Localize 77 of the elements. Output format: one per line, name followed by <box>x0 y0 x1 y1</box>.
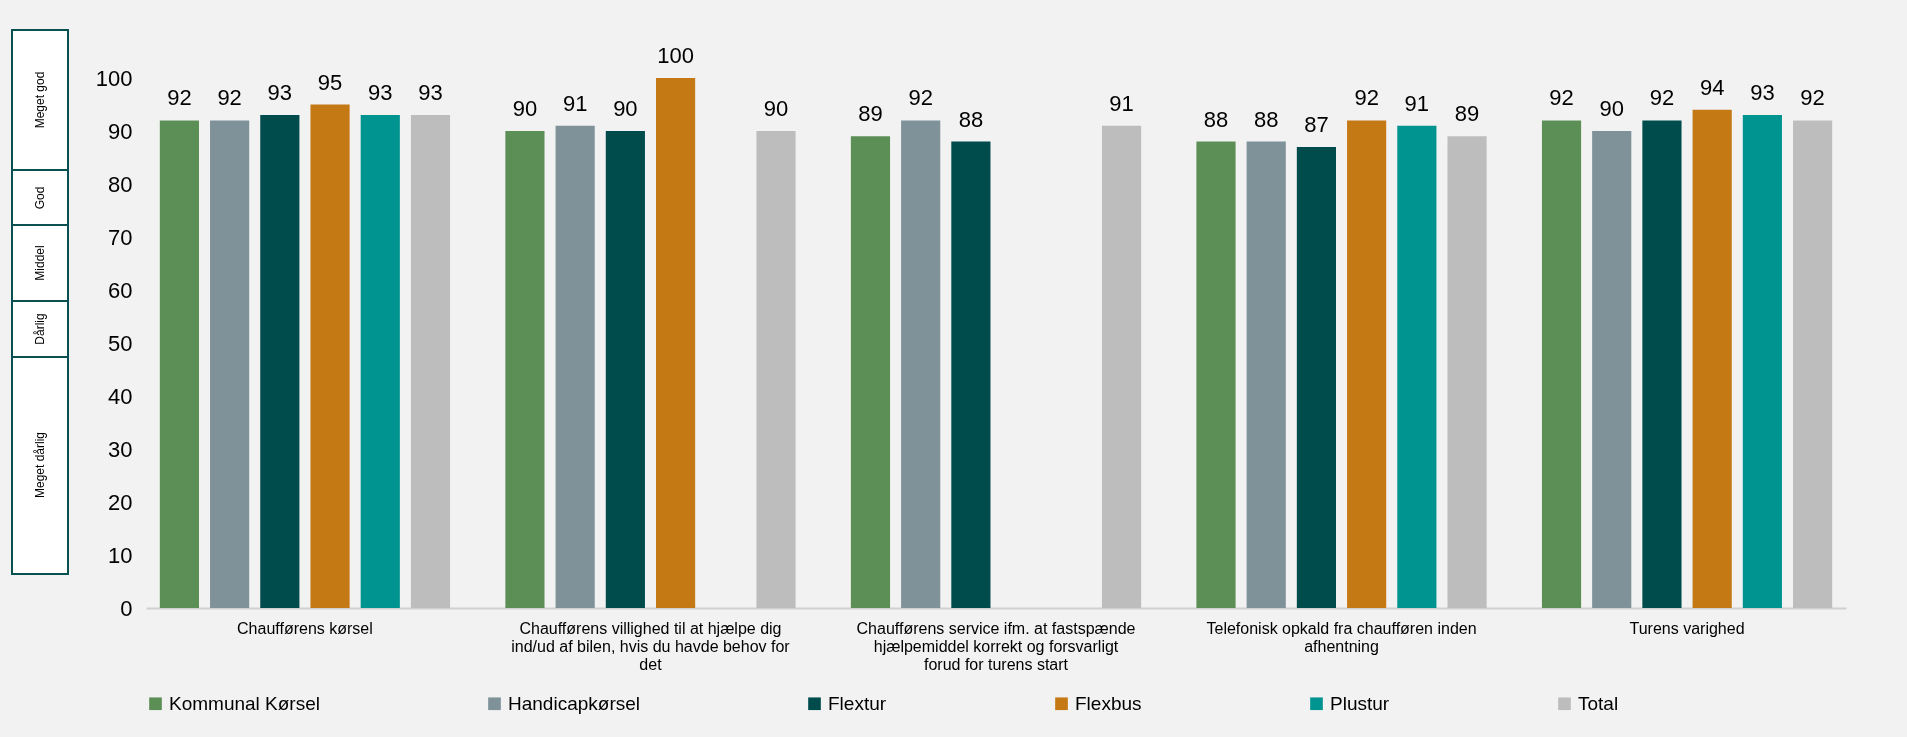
data-label: 88 <box>1253 106 1279 132</box>
data-label: 93 <box>267 80 293 106</box>
bar <box>1246 141 1286 608</box>
x-tick-label: Chaufførens villighed til at hjælpe dig ind/ud af bilen, hvis du havde behov for det <box>511 619 791 673</box>
bar <box>1592 131 1632 608</box>
legend-label: Plustur <box>1330 692 1390 714</box>
data-label: 91 <box>562 90 588 116</box>
data-label: 92 <box>167 85 192 111</box>
bar <box>1692 109 1732 608</box>
data-label: 91 <box>1404 90 1430 116</box>
data-label: 88 <box>958 106 984 132</box>
bar <box>410 115 451 608</box>
x-tick-label: Turens varighed <box>1629 619 1745 637</box>
y-tick-label: 10 <box>108 542 133 568</box>
bar <box>1793 120 1833 608</box>
data-label: 88 <box>1203 106 1229 132</box>
data-label: 89 <box>858 101 883 127</box>
bar <box>1642 120 1682 608</box>
bar <box>656 78 696 608</box>
data-label: 94 <box>1699 74 1725 100</box>
x-tick-label: Chaufførens kørsel <box>237 619 373 637</box>
y-tick-label: 50 <box>108 330 133 356</box>
bar <box>1101 125 1142 608</box>
data-label: 91 <box>1109 90 1134 116</box>
y-tick-label: 70 <box>108 224 133 250</box>
bar <box>951 141 991 608</box>
legend-label: Total <box>1578 692 1619 714</box>
bar <box>756 131 796 608</box>
bar <box>1742 115 1782 608</box>
bar <box>1397 125 1437 608</box>
bar <box>360 115 400 608</box>
data-label: 92 <box>1549 85 1574 111</box>
data-label: 90 <box>512 96 538 121</box>
y-tick-label: 80 <box>108 171 133 197</box>
bar <box>555 125 595 608</box>
y-tick-label: 20 <box>108 489 133 515</box>
data-label: 100 <box>657 43 694 68</box>
legend-label: Flextur <box>828 692 887 714</box>
bar <box>1296 146 1336 608</box>
bar <box>605 131 645 608</box>
y-tick-label: 40 <box>108 383 133 409</box>
y-tick-label: 90 <box>108 118 133 144</box>
x-tick-label: Telefonisk opkald fra chaufføren inden afhentning <box>1206 619 1477 655</box>
data-label: 93 <box>1750 80 1775 106</box>
bar <box>310 104 350 608</box>
x-tick-label: Chaufførens service ifm. at fastspænde hjælpemiddel korrekt og forsvarligt forud for turens start <box>856 619 1136 673</box>
y-tick-label: 0 <box>120 595 133 621</box>
y-tick-label: 60 <box>108 277 133 303</box>
legend-label: Flexbus <box>1075 692 1142 714</box>
data-label: 92 <box>1800 85 1825 111</box>
legend-label: Handicapkørsel <box>508 692 640 714</box>
data-label: 92 <box>1649 85 1675 111</box>
bar <box>159 120 199 608</box>
data-label: 87 <box>1304 111 1329 137</box>
data-label: 89 <box>1454 101 1480 127</box>
data-label: 90 <box>613 96 638 121</box>
data-label: 92 <box>1354 85 1379 111</box>
bar <box>505 131 545 608</box>
bar <box>1541 120 1582 608</box>
data-label: 95 <box>317 69 343 95</box>
bar <box>260 115 300 608</box>
bar <box>850 136 891 608</box>
legend-label: Kommunal Kørsel <box>169 692 320 714</box>
y-tick-label: 30 <box>108 436 133 462</box>
data-label: 93 <box>368 80 393 106</box>
data-label: 92 <box>217 85 242 111</box>
rating-scale-boxes: Meget god God Middel Dårlig Meget dårlig <box>11 31 69 575</box>
data-label: 93 <box>418 80 443 106</box>
bar <box>1447 136 1487 608</box>
data-label: 92 <box>908 85 933 111</box>
bar <box>901 120 941 608</box>
bar <box>210 120 250 608</box>
y-tick-label: 100 <box>95 65 133 91</box>
data-label: 90 <box>1599 96 1624 121</box>
data-label: 90 <box>763 96 789 121</box>
bar <box>1196 141 1236 608</box>
bar <box>1347 120 1387 608</box>
